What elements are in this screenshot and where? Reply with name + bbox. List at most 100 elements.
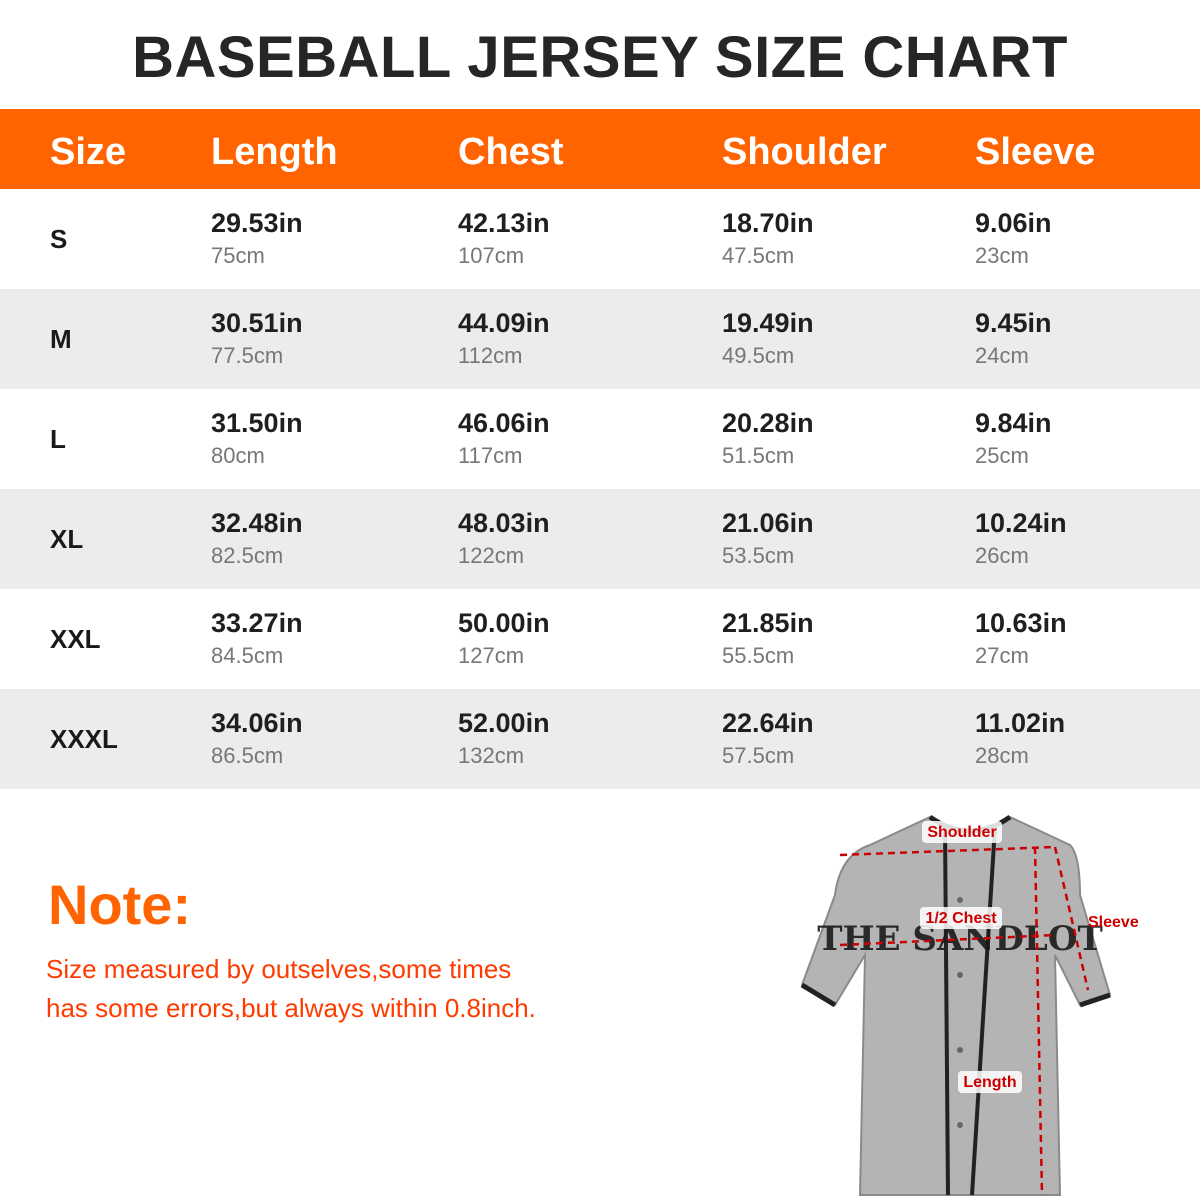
shoulder-cell: 18.70in 47.5cm: [722, 207, 814, 273]
shoulder-cell: 21.06in 53.5cm: [722, 507, 814, 573]
shoulder-inch: 21.06in: [722, 508, 814, 538]
label-bg: [958, 1071, 1022, 1093]
shoulder-cm: 55.5cm: [722, 643, 795, 668]
table-row: L 31.50in 80cm 46.06in 117cm 20.28in 51.5cm…: [0, 389, 1200, 489]
chest-cm: 117cm: [458, 443, 523, 468]
length-cm: 86.5cm: [211, 743, 284, 768]
label-bg: [920, 907, 1002, 929]
size-label: XL: [50, 524, 84, 554]
size-label: L: [50, 424, 66, 454]
chest-inch: 44.09in: [458, 308, 550, 338]
shoulder-cell: 21.85in 55.5cm: [722, 607, 814, 673]
length-cell: 29.53in 75cm: [211, 207, 303, 273]
sleeve-cm: 25cm: [975, 443, 1029, 468]
table-row: XXL 33.27in 84.5cm 50.00in 127cm 21.85in 55…: [0, 589, 1200, 689]
chest-cm: 122cm: [458, 543, 525, 568]
jersey-piping: [970, 826, 997, 1196]
sleeve-inch: 10.24in: [975, 508, 1067, 538]
header-sleeve: Sleeve: [975, 131, 1096, 173]
chest-inch: 50.00in: [458, 608, 550, 638]
shoulder-cm: 57.5cm: [722, 743, 795, 768]
sleeve-cm: 28cm: [975, 743, 1029, 768]
jersey-diagram: THE SANDLOT Shoulder 1/2 Chest Sleeve Le…: [780, 805, 1200, 1200]
header-shoulder: Shoulder: [722, 131, 887, 173]
jersey-piping: [800, 982, 837, 1008]
size-table: Size Length Chest Shoulder Sleeve S 29.5…: [0, 109, 1200, 789]
table-row: XXXL 34.06in 86.5cm 52.00in 132cm 22.64in 5…: [0, 689, 1200, 789]
shoulder-cm: 47.5cm: [722, 243, 795, 268]
sleeve-cm: 27cm: [975, 643, 1029, 668]
length-cm: 75cm: [211, 243, 265, 268]
shoulder-inch: 22.64in: [722, 708, 814, 738]
length-cm: 84.5cm: [211, 643, 284, 668]
chest-cell: 48.03in 122cm: [458, 507, 550, 573]
length-inch: 34.06in: [211, 708, 303, 738]
size-label: XXXL: [50, 724, 118, 754]
chest-cm: 112cm: [458, 343, 523, 368]
note-line: Size measured by outselves,some times: [46, 954, 512, 984]
chest-cell: 42.13in 107cm: [458, 207, 550, 273]
length-label: Length: [963, 1074, 1016, 1091]
table-row: M 30.51in 77.5cm 44.09in 112cm 19.49in 49.5…: [0, 289, 1200, 389]
length-cell: 34.06in 86.5cm: [211, 707, 303, 773]
shoulder-label: Shoulder: [927, 824, 996, 841]
length-cm: 82.5cm: [211, 543, 284, 568]
length-cell: 31.50in 80cm: [211, 407, 303, 473]
size-label: XXL: [50, 624, 101, 654]
shoulder-inch: 21.85in: [722, 608, 814, 638]
sleeve-inch: 9.84in: [975, 408, 1052, 438]
label-bg: [922, 821, 1002, 843]
shoulder-cm: 51.5cm: [722, 443, 795, 468]
table-header: Size Length Chest Shoulder Sleeve: [0, 109, 1200, 189]
length-inch: 32.48in: [211, 508, 303, 538]
jersey-button: [957, 972, 963, 978]
page-title: BASEBALL JERSEY SIZE CHART: [132, 25, 1068, 90]
length-cell: 32.48in 82.5cm: [211, 507, 303, 573]
jersey-button: [957, 1122, 963, 1128]
jersey-piping: [943, 826, 950, 1196]
chest-inch: 46.06in: [458, 408, 550, 438]
chest-cm: 107cm: [458, 243, 525, 268]
sleeve-inch: 9.45in: [975, 308, 1052, 338]
length-measure-line: [1033, 846, 1044, 1196]
note-line: has some errors,but always within 0.8inc…: [46, 993, 536, 1023]
sleeve-cm: 24cm: [975, 343, 1029, 368]
jersey-illustration: THE SANDLOT Shoulder 1/2 Chest Sleeve Le…: [800, 814, 1139, 1196]
chest-cell: 46.06in 117cm: [458, 407, 550, 473]
sleeve-cm: 26cm: [975, 543, 1029, 568]
chest-inch: 42.13in: [458, 208, 550, 238]
sleeve-inch: 10.63in: [975, 608, 1067, 638]
sleeve-cell: 9.06in 23cm: [975, 207, 1052, 273]
length-inch: 29.53in: [211, 208, 303, 238]
size-label: M: [50, 324, 72, 354]
length-inch: 33.27in: [211, 608, 303, 638]
header-chest: Chest: [458, 131, 564, 173]
header-size: Size: [50, 131, 127, 173]
chest-label: 1/2 Chest: [925, 910, 997, 927]
sleeve-cell: 9.45in 24cm: [975, 307, 1052, 373]
sleeve-cell: 11.02in 28cm: [975, 707, 1065, 773]
header-length: Length: [211, 131, 338, 173]
shoulder-cell: 22.64in 57.5cm: [722, 707, 814, 773]
shoulder-cell: 20.28in 51.5cm: [722, 407, 814, 473]
chest-inch: 48.03in: [458, 508, 550, 538]
sleeve-cell: 9.84in 25cm: [975, 407, 1052, 473]
chest-cm: 132cm: [458, 743, 525, 768]
table-row: XL 32.48in 82.5cm 48.03in 122cm 21.06in 53.…: [0, 489, 1200, 589]
shoulder-inch: 18.70in: [722, 208, 814, 238]
sleeve-cell: 10.63in 27cm: [975, 607, 1067, 673]
size-label: S: [50, 224, 68, 254]
length-inch: 30.51in: [211, 308, 303, 338]
sleeve-measure-line: [1053, 846, 1090, 991]
length-cell: 30.51in 77.5cm: [211, 307, 303, 373]
shoulder-cell: 19.49in 49.5cm: [722, 307, 814, 373]
sleeve-label: Sleeve: [1088, 914, 1139, 931]
jersey-piping: [1079, 992, 1111, 1008]
chest-cell: 44.09in 112cm: [458, 307, 550, 373]
jersey-button: [957, 1047, 963, 1053]
sleeve-inch: 9.06in: [975, 208, 1052, 238]
shoulder-cm: 49.5cm: [722, 343, 795, 368]
sleeve-cell: 10.24in 26cm: [975, 507, 1067, 573]
shoulder-inch: 20.28in: [722, 408, 814, 438]
chest-cell: 50.00in 127cm: [458, 607, 550, 673]
